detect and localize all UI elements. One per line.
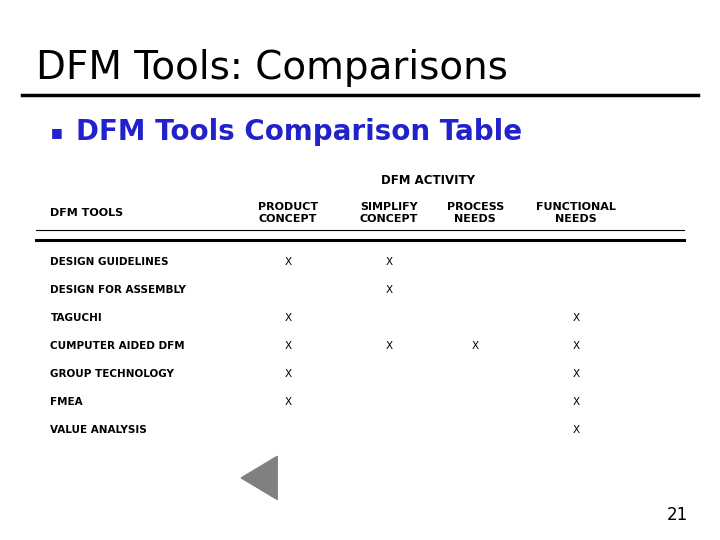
Text: DFM Tools Comparison Table: DFM Tools Comparison Table (76, 118, 522, 146)
Text: X: X (284, 313, 292, 323)
Text: DFM Tools: Comparisons: DFM Tools: Comparisons (36, 49, 508, 86)
Text: SIMPLIFY
CONCEPT: SIMPLIFY CONCEPT (359, 202, 418, 224)
Text: X: X (572, 369, 580, 379)
Text: X: X (284, 397, 292, 407)
Text: X: X (572, 313, 580, 323)
Text: DFM TOOLS: DFM TOOLS (50, 208, 124, 218)
Text: CUMPUTER AIDED DFM: CUMPUTER AIDED DFM (50, 341, 185, 351)
Text: ■: ■ (50, 126, 62, 139)
Text: DESIGN GUIDELINES: DESIGN GUIDELINES (50, 257, 169, 267)
Text: FMEA: FMEA (50, 397, 83, 407)
Text: FUNCTIONAL
NEEDS: FUNCTIONAL NEEDS (536, 202, 616, 224)
Text: X: X (572, 341, 580, 351)
Text: X: X (572, 397, 580, 407)
Text: X: X (385, 341, 392, 351)
Polygon shape (241, 456, 277, 500)
Text: X: X (284, 257, 292, 267)
Text: PROCESS
NEEDS: PROCESS NEEDS (446, 202, 504, 224)
Text: 21: 21 (666, 506, 688, 524)
Text: X: X (284, 369, 292, 379)
Text: X: X (472, 341, 479, 351)
Text: X: X (572, 426, 580, 435)
Text: X: X (385, 257, 392, 267)
Text: TAGUCHI: TAGUCHI (50, 313, 102, 323)
Text: GROUP TECHNOLOGY: GROUP TECHNOLOGY (50, 369, 174, 379)
Text: X: X (385, 285, 392, 295)
Text: PRODUCT
CONCEPT: PRODUCT CONCEPT (258, 202, 318, 224)
Text: X: X (284, 341, 292, 351)
Text: DESIGN FOR ASSEMBLY: DESIGN FOR ASSEMBLY (50, 285, 186, 295)
Text: DFM ACTIVITY: DFM ACTIVITY (382, 174, 475, 187)
Text: VALUE ANALYSIS: VALUE ANALYSIS (50, 426, 147, 435)
